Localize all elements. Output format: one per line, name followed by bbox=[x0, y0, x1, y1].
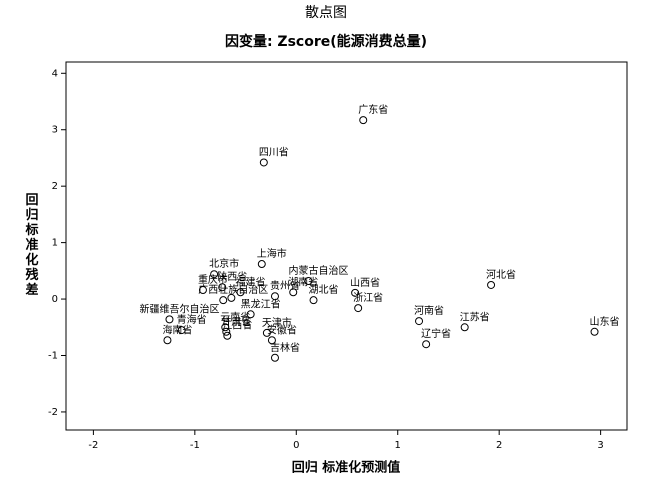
point-label: 河南省 bbox=[414, 304, 444, 317]
point-label: 陕西省 bbox=[217, 270, 247, 283]
point-label: 四川省 bbox=[259, 145, 289, 158]
y-axis-label: 回归标准化残差 bbox=[23, 193, 40, 298]
point bbox=[590, 327, 599, 336]
point bbox=[257, 260, 266, 269]
point bbox=[177, 326, 186, 335]
point bbox=[222, 327, 231, 336]
point-label: 山西省 bbox=[350, 276, 380, 289]
point-label: 吉林省 bbox=[270, 341, 300, 354]
point bbox=[309, 296, 318, 305]
y-tick-label: -2 bbox=[48, 407, 58, 418]
point bbox=[422, 340, 431, 349]
point-label: 湖南省 bbox=[288, 275, 318, 288]
point-label: 广东省 bbox=[358, 103, 388, 116]
point bbox=[304, 276, 313, 285]
point bbox=[487, 280, 496, 289]
x-tick-label: -1 bbox=[190, 440, 200, 451]
point bbox=[262, 328, 271, 337]
point bbox=[223, 331, 232, 340]
point-label: 北京市 bbox=[209, 257, 239, 270]
point bbox=[351, 288, 360, 297]
point bbox=[359, 116, 368, 125]
point bbox=[227, 293, 236, 302]
point-label: 青海省 bbox=[177, 313, 207, 326]
y-tick-label: 2 bbox=[52, 181, 58, 192]
point-label: 天津市 bbox=[262, 316, 292, 329]
point-label: 福建省 bbox=[235, 275, 265, 288]
point-label: 河北省 bbox=[486, 268, 516, 281]
point bbox=[163, 336, 172, 345]
y-tick-label: 3 bbox=[52, 125, 58, 136]
x-tick-label: 1 bbox=[395, 440, 401, 451]
point bbox=[270, 292, 279, 301]
point bbox=[354, 304, 363, 313]
point bbox=[198, 286, 207, 295]
y-tick-label: 0 bbox=[52, 294, 58, 305]
point-label: 内蒙古自治区 bbox=[288, 264, 348, 277]
point bbox=[219, 296, 228, 305]
y-tick-label: -1 bbox=[48, 350, 58, 361]
point-label: 新疆维吾尔自治区 bbox=[139, 302, 219, 315]
point bbox=[259, 158, 268, 167]
chart-title: 散点图 bbox=[305, 5, 347, 21]
x-tick-label: -2 bbox=[88, 440, 98, 451]
point-label: 广西壮族自治区 bbox=[198, 283, 268, 296]
point bbox=[289, 288, 298, 297]
plot-frame bbox=[65, 61, 628, 431]
x-tick-label: 2 bbox=[496, 440, 502, 451]
point bbox=[267, 336, 276, 345]
point-label: 甘肃省 bbox=[221, 315, 251, 328]
point-label: 山东省 bbox=[590, 315, 620, 328]
point-label: 上海市 bbox=[257, 247, 287, 260]
point-label: 海南省 bbox=[162, 323, 192, 336]
point bbox=[218, 283, 227, 292]
point bbox=[210, 270, 219, 279]
point bbox=[221, 323, 230, 332]
point-label: 贵州省 bbox=[270, 279, 300, 292]
y-tick-label: 4 bbox=[52, 68, 58, 79]
point-label: 江苏省 bbox=[460, 310, 490, 323]
point bbox=[236, 288, 245, 297]
point-label: 云南省 bbox=[220, 310, 250, 323]
point-label: 安徽省 bbox=[267, 323, 297, 336]
point-label: 浙江省 bbox=[353, 291, 383, 304]
point-label: 重庆市 bbox=[198, 273, 228, 286]
y-tick-label: 1 bbox=[52, 238, 58, 249]
point-label: 黑龙江省 bbox=[241, 297, 281, 310]
point bbox=[415, 317, 424, 326]
x-tick-label: 3 bbox=[597, 440, 603, 451]
point bbox=[165, 315, 174, 324]
point bbox=[246, 310, 255, 319]
x-tick-label: 0 bbox=[293, 440, 299, 451]
point-label: 江西省 bbox=[222, 319, 252, 332]
point bbox=[460, 323, 469, 332]
point bbox=[270, 353, 279, 362]
point-label: 辽宁省 bbox=[421, 327, 451, 340]
point-label: 湖北省 bbox=[309, 283, 339, 296]
chart-subtitle: 因变量: Zscore(能源消费总量) bbox=[225, 33, 427, 50]
x-axis-label: 回归 标准化预测值 bbox=[292, 460, 401, 476]
